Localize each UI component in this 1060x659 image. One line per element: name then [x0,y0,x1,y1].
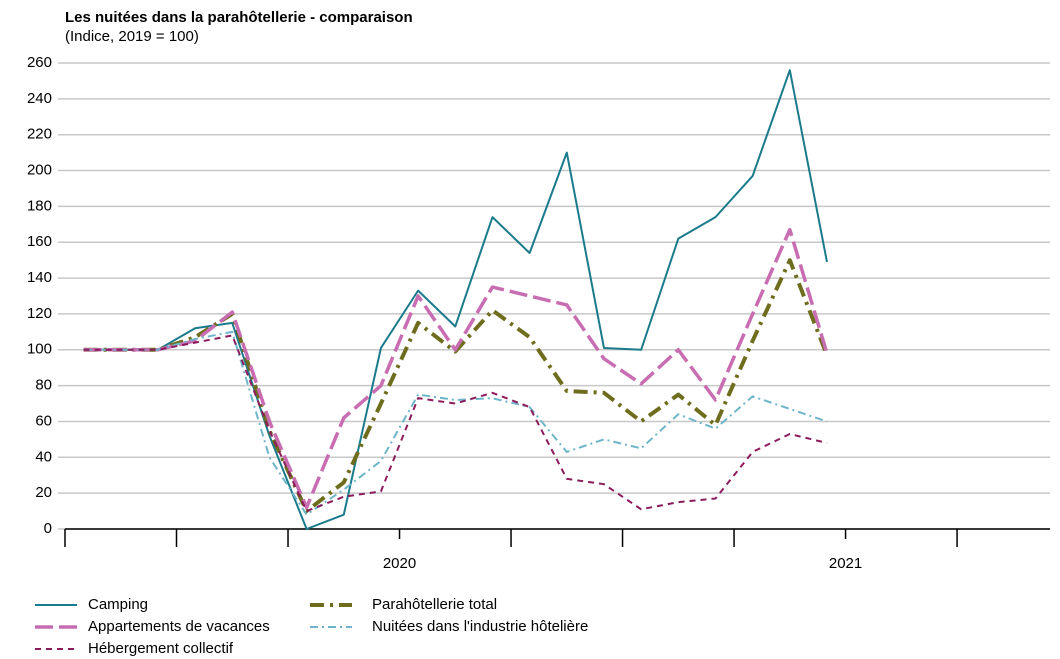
series-line [83,227,829,510]
y-tick-label: 0 [44,520,52,537]
x-tick-label: 2020 [383,555,416,572]
y-tick-label: 200 [27,162,52,179]
y-tick-label: 60 [35,412,52,429]
legend-label: Camping [88,596,148,613]
legend-label: Parahôtellerie total [372,596,497,613]
series-line [83,334,828,513]
y-tick-label: 120 [27,305,52,322]
y-tick-label: 160 [27,233,52,250]
y-tick-label: 100 [27,341,52,358]
legend-label: Appartements de vacances [88,618,270,635]
legend-label: Hébergement collectif [88,640,234,657]
y-tick-label: 80 [35,377,52,394]
y-tick-label: 40 [35,448,52,465]
legend-label: Nuitées dans l'industrie hôtelière [372,618,588,635]
y-tick-label: 260 [27,54,52,71]
series-line [83,330,828,516]
chart-subtitle: (Indice, 2019 = 100) [65,28,199,45]
y-tick-label: 180 [27,197,52,214]
x-tick-label: 2021 [829,555,862,572]
y-tick-label: 240 [27,90,52,107]
y-tick-label: 140 [27,269,52,286]
series-line [83,69,828,530]
y-tick-label: 20 [35,484,52,501]
y-tick-label: 220 [27,126,52,143]
chart-title: Les nuitées dans la parahôtellerie - com… [65,9,413,26]
